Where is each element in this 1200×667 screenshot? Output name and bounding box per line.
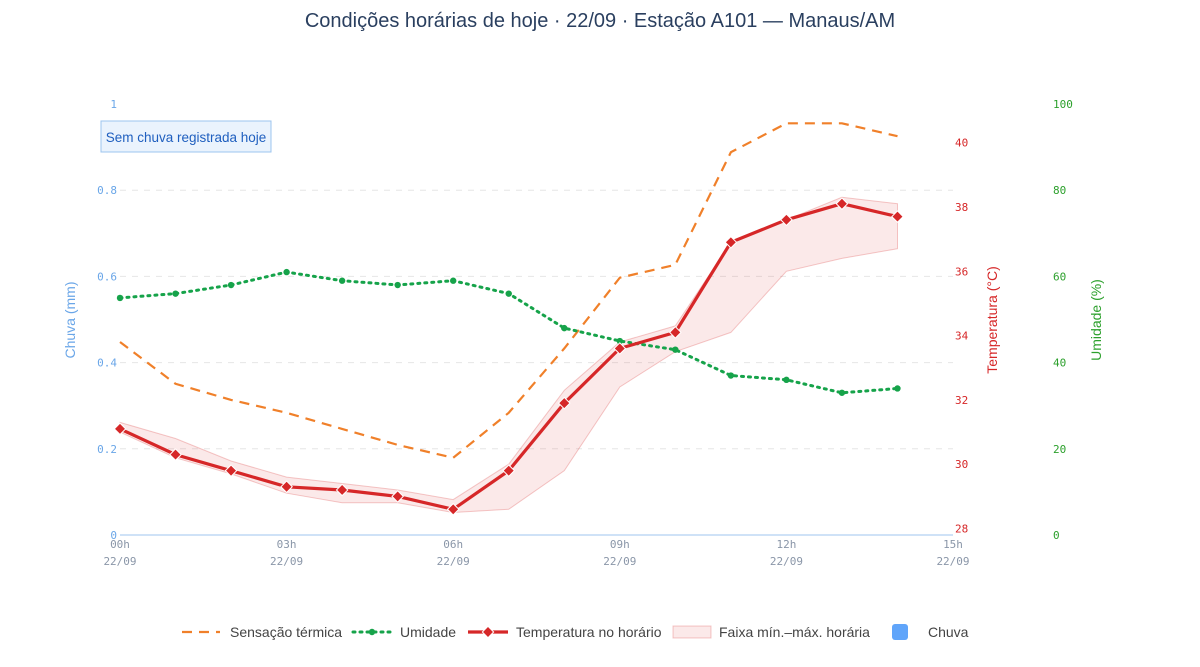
rain-axis-title: Chuva (mm) bbox=[62, 281, 78, 358]
legend-label: Temperatura no horário bbox=[516, 624, 662, 640]
rain-tick-label: 0.4 bbox=[97, 357, 117, 370]
legend-swatch bbox=[892, 624, 908, 640]
legend-swatch bbox=[672, 625, 712, 639]
rain-axis: 0 0.2 0.4 0.6 0.8 1 bbox=[97, 98, 117, 542]
humidity-point bbox=[505, 290, 512, 297]
temperature-tick-label: 32 bbox=[955, 394, 968, 407]
x-tick-label: 12h bbox=[776, 538, 796, 551]
x-tick-date: 22/09 bbox=[103, 555, 136, 568]
humidity-point bbox=[783, 376, 790, 384]
temperature-point bbox=[891, 210, 904, 223]
legend-marker bbox=[481, 625, 495, 639]
humidity-line bbox=[118, 270, 899, 395]
temperature-point bbox=[391, 490, 405, 503]
humidity-tick-label: 20 bbox=[1053, 443, 1066, 456]
temperature-tick-label: 36 bbox=[955, 265, 968, 278]
humidity-point bbox=[172, 290, 179, 297]
humidity-point bbox=[727, 372, 735, 379]
temperature-point bbox=[780, 213, 793, 227]
humidity-tick-label: 0 bbox=[1053, 529, 1060, 542]
humidity-axis-title: Umidade (%) bbox=[1088, 279, 1104, 361]
temperature-tick-label: 30 bbox=[955, 458, 968, 471]
temperature-range-band bbox=[119, 196, 898, 514]
x-tick-date: 22/09 bbox=[270, 555, 303, 568]
temperature-tick-label: 34 bbox=[955, 330, 969, 343]
temperature-tick-label: 40 bbox=[955, 137, 968, 150]
x-tick-label: 00h bbox=[110, 538, 130, 551]
rain-tick-label: 0.2 bbox=[97, 443, 117, 456]
series-lines bbox=[118, 122, 899, 512]
rain-tick-label: 0 bbox=[110, 529, 117, 542]
humidity-point bbox=[838, 389, 846, 396]
temperature-point bbox=[280, 480, 293, 494]
legend-label: Faixa mín.–máx. horária bbox=[719, 624, 870, 640]
temperature-point bbox=[613, 342, 627, 355]
x-tick-date: 22/09 bbox=[603, 555, 636, 568]
humidity-point bbox=[283, 268, 290, 276]
x-tick-date: 22/09 bbox=[770, 555, 803, 568]
temperature-tick-label: 28 bbox=[955, 523, 968, 536]
x-tick-label: 03h bbox=[277, 538, 297, 551]
legend-item[interactable]: Chuva bbox=[892, 624, 969, 640]
rain-tick-label: 0.8 bbox=[97, 184, 117, 197]
humidity-axis: 0 20 40 60 80 100 bbox=[1053, 98, 1073, 542]
temperature-point bbox=[502, 464, 516, 478]
humidity-point bbox=[227, 281, 235, 289]
humidity-point bbox=[894, 385, 901, 392]
temperature-point bbox=[446, 502, 460, 516]
x-tick-label: 09h bbox=[610, 538, 630, 551]
x-tick-label: 06h bbox=[443, 538, 463, 551]
x-tick-date: 22/09 bbox=[437, 555, 470, 568]
legend: Sensação térmica Umidade Temperatura no ho… bbox=[182, 624, 969, 640]
feels-like-line bbox=[119, 122, 898, 459]
temperature-point bbox=[668, 326, 682, 339]
legend-marker bbox=[368, 628, 376, 636]
temperature-point bbox=[113, 422, 127, 436]
temperature-tick-label: 38 bbox=[955, 201, 968, 214]
temperature-axis: 28 30 32 34 36 38 40 bbox=[955, 137, 969, 536]
temperature-point bbox=[557, 396, 571, 410]
temperature-band bbox=[119, 196, 898, 514]
x-tick-date: 22/09 bbox=[936, 555, 969, 568]
gridlines bbox=[120, 189, 953, 536]
no-rain-annotation: Sem chuva registrada hoje bbox=[100, 120, 272, 153]
temperature-point bbox=[169, 448, 182, 461]
legend-item[interactable]: Temperatura no horário bbox=[468, 624, 662, 640]
rain-tick-label: 0.6 bbox=[97, 270, 117, 283]
temperature-axis-title: Temperatura (°C) bbox=[984, 266, 1000, 374]
humidity-tick-label: 40 bbox=[1053, 357, 1066, 370]
legend-item[interactable]: Umidade bbox=[351, 624, 456, 640]
humidity-point bbox=[616, 337, 623, 345]
legend-item[interactable]: Faixa mín.–máx. horária bbox=[672, 624, 870, 640]
temperature-point bbox=[224, 464, 238, 478]
temperature-point bbox=[335, 483, 349, 497]
legend-label: Umidade bbox=[400, 624, 456, 640]
temperature-point bbox=[724, 235, 738, 249]
x-tick-label: 15h bbox=[943, 538, 963, 551]
time-axis: 00h 22/09 03h 22/09 06h 22/09 09h 22/09 12h 22/09… bbox=[103, 538, 969, 568]
legend-label: Chuva bbox=[928, 624, 969, 640]
no-rain-annotation-text: Sem chuva registrada hoje bbox=[106, 130, 267, 145]
humidity-tick-label: 100 bbox=[1053, 98, 1073, 111]
humidity-point bbox=[561, 324, 568, 332]
rain-tick-label: 1 bbox=[110, 98, 117, 111]
humidity-point bbox=[450, 277, 457, 284]
humidity-point bbox=[338, 277, 346, 284]
legend-item[interactable]: Sensação térmica bbox=[182, 624, 342, 640]
series-markers bbox=[113, 197, 904, 516]
chart-title: Condições horárias de hoje · 22/09 · Est… bbox=[305, 10, 895, 32]
humidity-tick-label: 80 bbox=[1053, 184, 1066, 197]
humidity-point bbox=[672, 346, 679, 353]
temperature-point bbox=[835, 197, 849, 211]
humidity-point bbox=[116, 294, 124, 302]
humidity-point bbox=[394, 281, 401, 289]
humidity-tick-label: 60 bbox=[1053, 270, 1066, 283]
legend-label: Sensação térmica bbox=[230, 624, 342, 640]
